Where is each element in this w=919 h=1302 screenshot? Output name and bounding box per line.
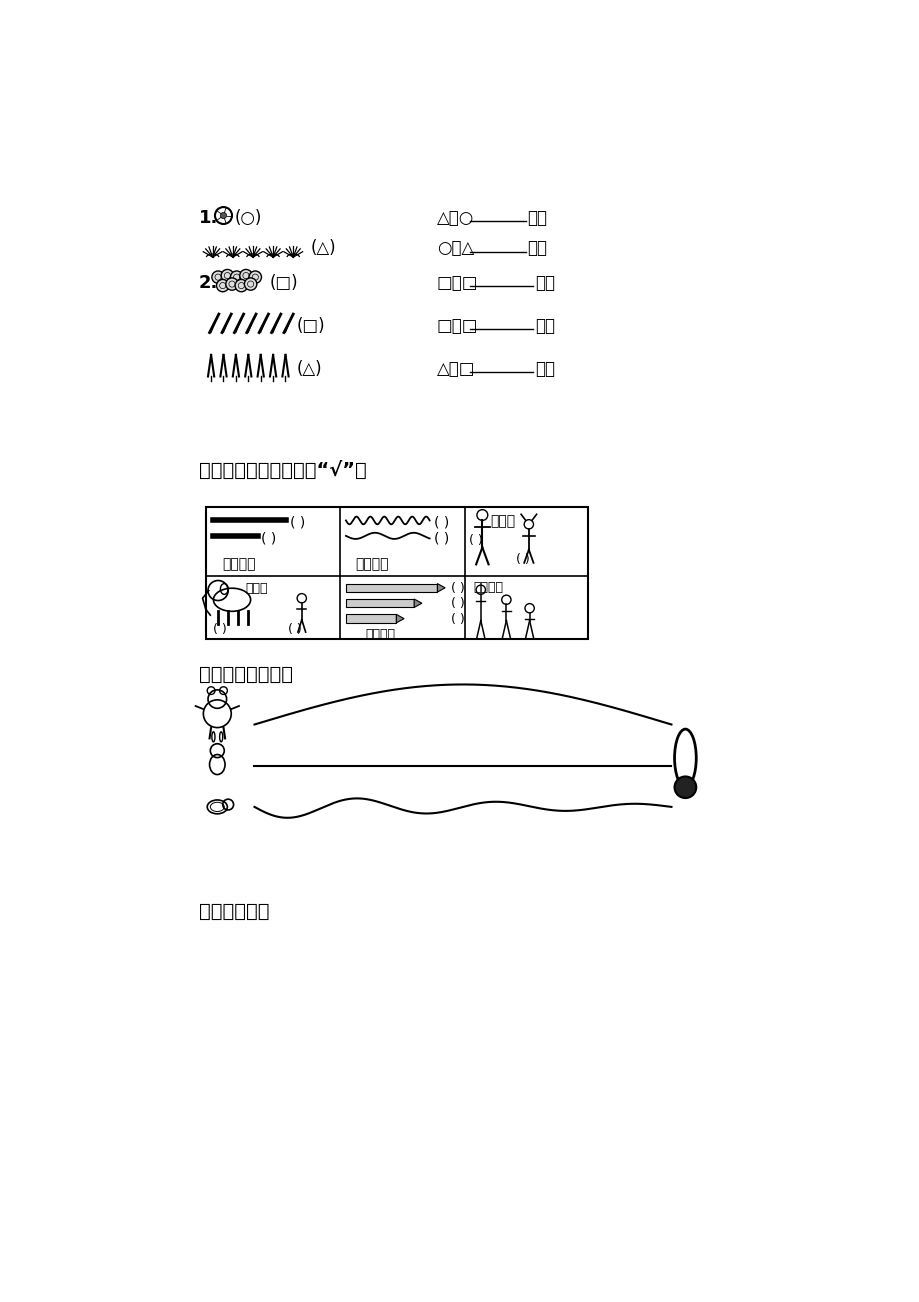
Text: 个。: 个。	[527, 240, 547, 258]
Text: (□): (□)	[297, 318, 325, 335]
Text: 十、比一比。: 十、比一比。	[199, 901, 269, 921]
Text: 谁高？: 谁高？	[245, 582, 267, 595]
Circle shape	[231, 271, 243, 284]
Circle shape	[235, 280, 247, 292]
Circle shape	[216, 280, 229, 292]
Text: (○): (○)	[234, 208, 261, 227]
Text: (△): (△)	[310, 240, 335, 258]
Text: 1.: 1.	[199, 208, 218, 227]
Text: □比□: □比□	[437, 273, 478, 292]
Text: △比□: △比□	[437, 359, 474, 378]
Text: 哪根长？: 哪根长？	[221, 557, 255, 572]
Text: (□): (□)	[269, 273, 299, 292]
Text: ( ): ( )	[288, 622, 301, 635]
Text: ( ): ( )	[516, 553, 528, 566]
Circle shape	[674, 776, 696, 798]
Circle shape	[215, 207, 232, 224]
Circle shape	[249, 271, 261, 284]
Text: ( ): ( )	[469, 534, 482, 547]
Circle shape	[221, 270, 233, 281]
Bar	[346, 599, 414, 608]
Text: □比□: □比□	[437, 318, 478, 335]
Text: 棵。: 棵。	[535, 273, 554, 292]
Text: ( ): ( )	[450, 598, 464, 611]
Text: ( ): ( )	[289, 516, 305, 530]
Text: △比○: △比○	[437, 208, 473, 227]
Text: 哪根短？: 哪根短？	[355, 557, 389, 572]
Bar	[206, 506, 587, 639]
Text: ○比△: ○比△	[437, 240, 473, 258]
Text: 个。: 个。	[527, 208, 547, 227]
Polygon shape	[437, 583, 445, 592]
Circle shape	[211, 271, 224, 284]
Text: ( ): ( )	[433, 531, 448, 546]
Text: ( ): ( )	[433, 516, 448, 530]
Text: 谁最高？: 谁最高？	[472, 581, 503, 594]
Text: 2.: 2.	[199, 273, 218, 292]
Text: ( ): ( )	[261, 531, 277, 546]
Circle shape	[240, 270, 252, 281]
Text: 棵。: 棵。	[535, 318, 554, 335]
Polygon shape	[414, 599, 422, 608]
Text: 棵。: 棵。	[535, 359, 554, 378]
Text: 八、比一比，按问题画“√”。: 八、比一比，按问题画“√”。	[199, 461, 366, 479]
Bar	[346, 583, 437, 592]
Text: 谁最短？: 谁最短？	[365, 629, 395, 642]
Text: ( ): ( )	[450, 613, 464, 626]
Text: ( ): ( )	[212, 622, 226, 635]
Polygon shape	[396, 615, 403, 622]
Text: 谁矮？: 谁矮？	[490, 514, 515, 529]
Circle shape	[225, 277, 238, 290]
Text: ( ): ( )	[450, 582, 464, 595]
Circle shape	[221, 212, 226, 219]
Text: 九、谁能夺金牌？: 九、谁能夺金牌？	[199, 664, 292, 684]
Bar	[346, 615, 396, 622]
Circle shape	[244, 277, 256, 290]
Text: (△): (△)	[297, 359, 323, 378]
